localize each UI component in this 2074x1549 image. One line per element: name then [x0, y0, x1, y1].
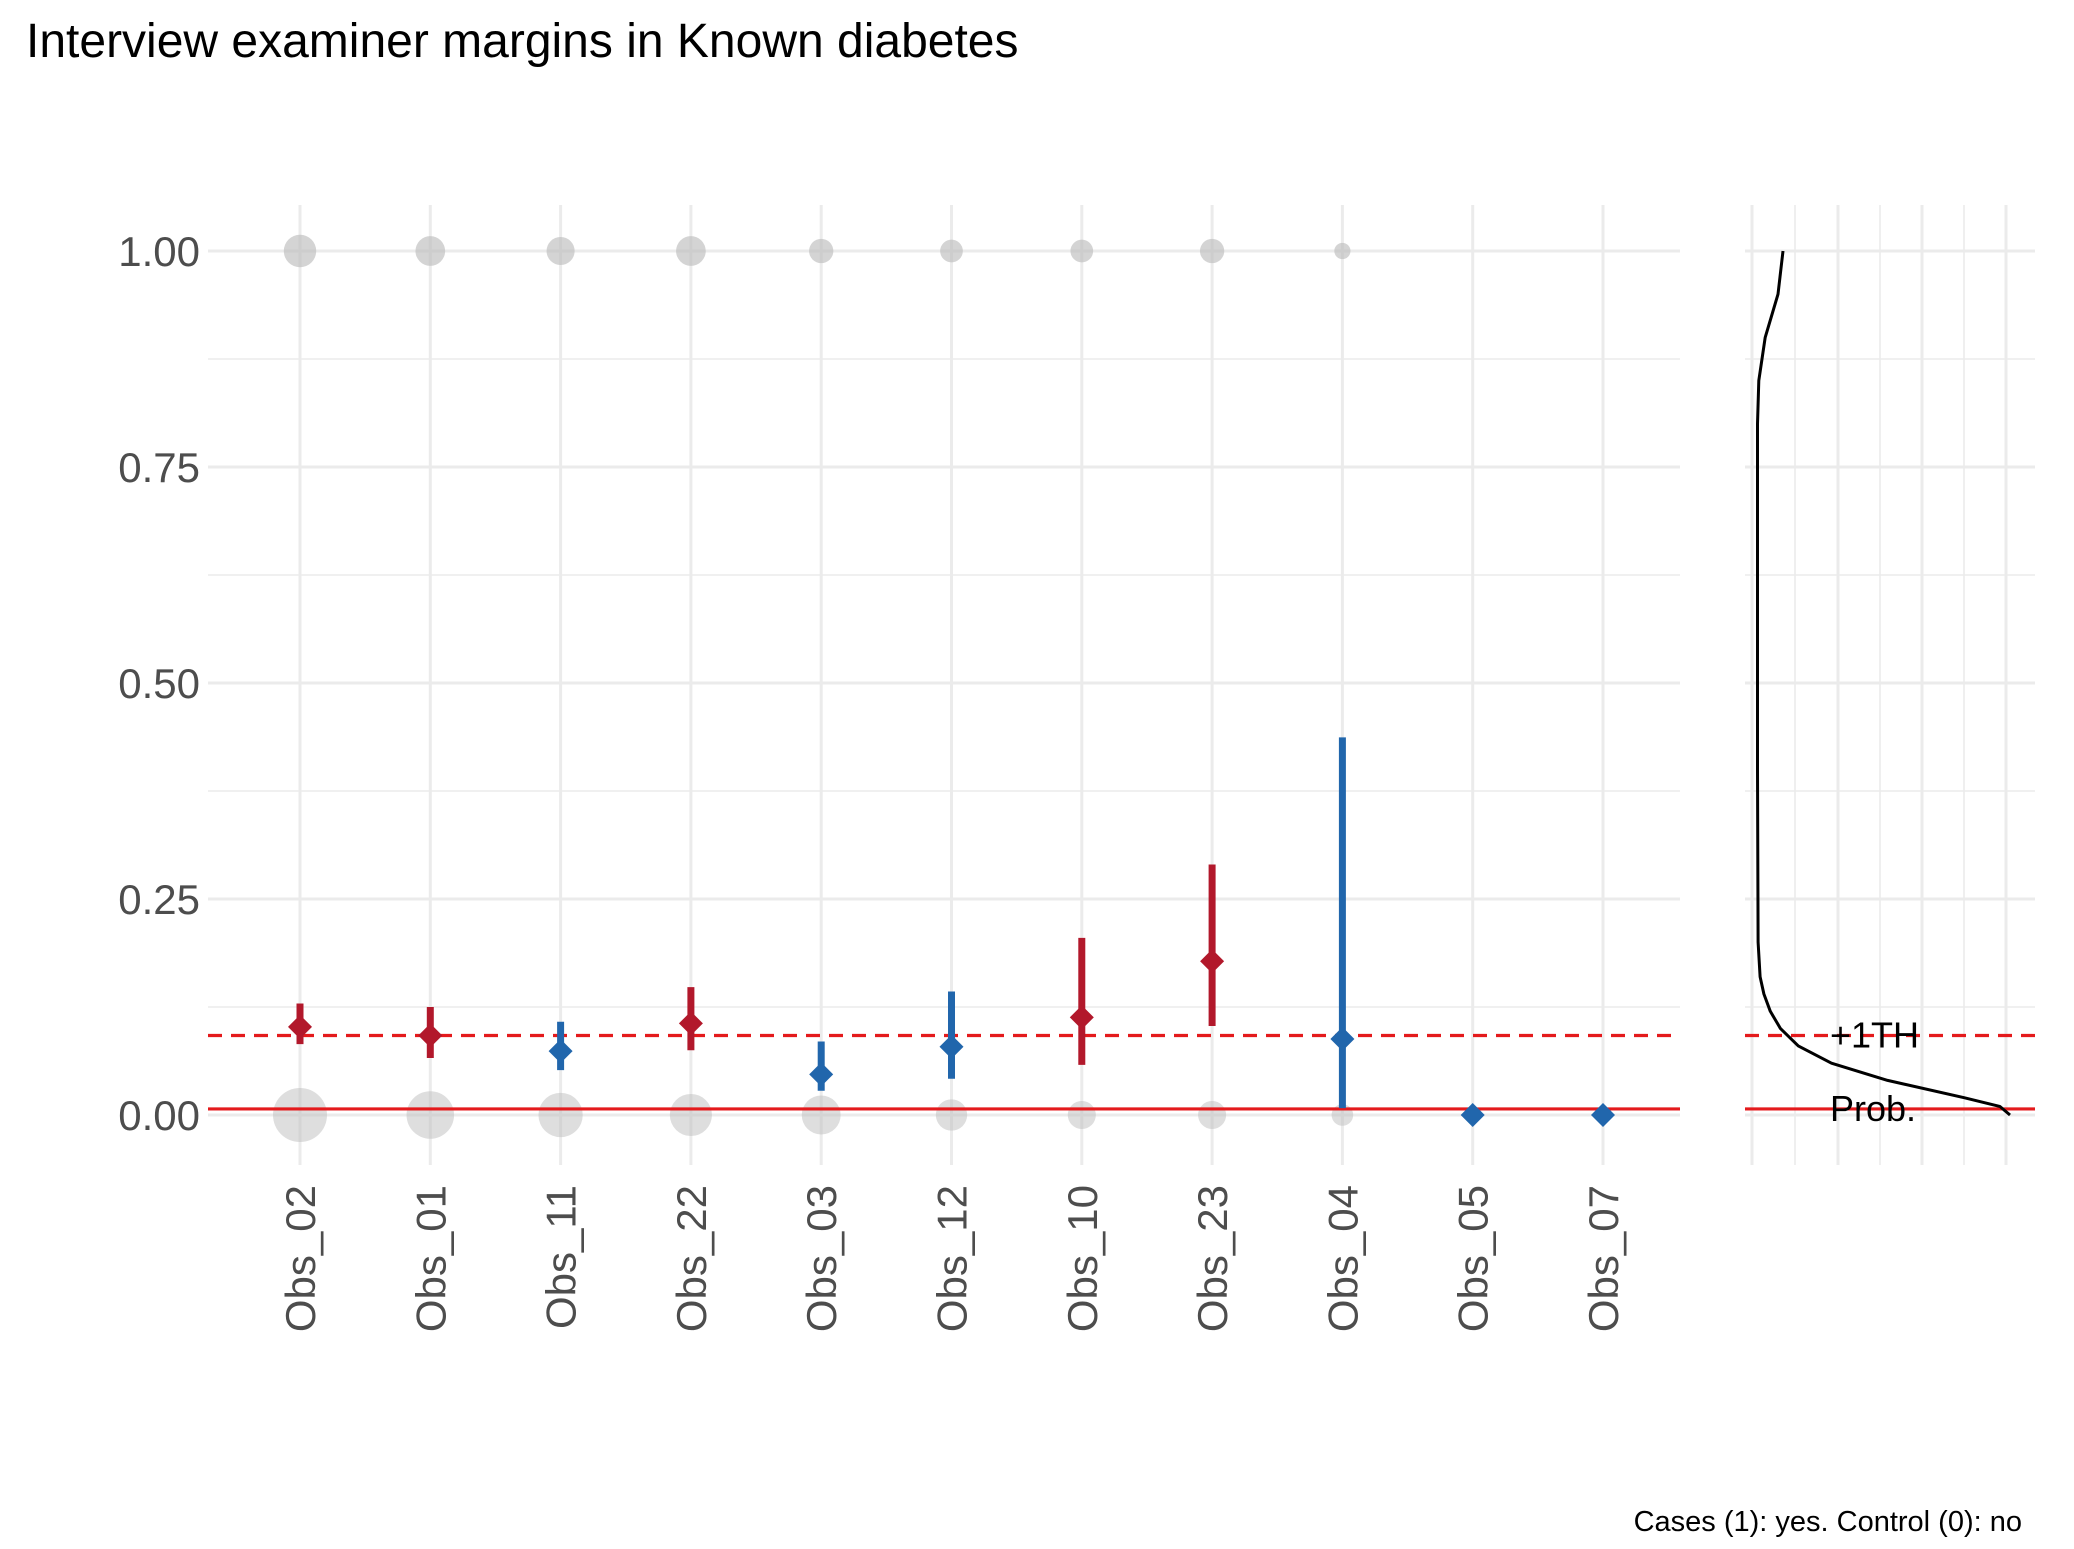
observed-case-point: [809, 238, 834, 264]
y-axis-ticks: 0.00 0.25 0.50 0.75 1.00: [118, 228, 200, 1139]
observed-control-point: [273, 1088, 327, 1142]
y-tick-label: 0.00: [118, 1092, 200, 1139]
observed-case-point: [283, 234, 317, 268]
x-tick-label: Obs_23: [1189, 1185, 1236, 1332]
observed-control-point: [406, 1091, 455, 1139]
estimate-point: [288, 1014, 312, 1039]
observed-case-point: [415, 236, 446, 266]
x-tick-label: Obs_10: [1059, 1185, 1106, 1332]
density-panel-grid: [1745, 205, 2035, 1165]
x-tick-label: Obs_05: [1450, 1185, 1497, 1332]
estimate-point: [1069, 1005, 1094, 1030]
observed-control-point: [1067, 1100, 1096, 1130]
x-tick-label: Obs_07: [1580, 1185, 1627, 1332]
observed-control-point: [935, 1099, 968, 1131]
estimate-point: [678, 1011, 703, 1036]
x-tick-label: Obs_11: [538, 1185, 585, 1329]
observed-case-point: [676, 236, 706, 266]
observed-points: [273, 234, 1354, 1142]
x-tick-label: Obs_03: [798, 1185, 845, 1332]
y-tick-label: 0.75: [118, 444, 200, 491]
estimate-point: [1460, 1103, 1485, 1127]
y-tick-label: 0.50: [118, 660, 200, 707]
observed-control-point: [801, 1095, 841, 1135]
estimate-point: [1591, 1103, 1615, 1127]
observed-case-point: [1199, 238, 1225, 264]
estimate-point: [939, 1034, 964, 1059]
x-tick-label: Obs_22: [668, 1185, 715, 1332]
chart-caption: Cases (1): yes. Control (0): no: [1633, 1506, 2022, 1538]
observed-case-point: [1334, 242, 1351, 260]
estimate-point: [548, 1039, 573, 1064]
x-axis-ticks: Obs_02 Obs_01 Obs_11 Obs_22 Obs_03 Obs_12 Obs_…: [277, 1185, 1627, 1332]
density-panel: Prob. +1TH: [1756, 250, 2011, 1129]
observed-control-point: [1198, 1100, 1227, 1130]
observed-case-point: [940, 239, 963, 263]
x-tick-label: Obs_01: [407, 1185, 454, 1332]
probability-label: Prob.: [1830, 1088, 1916, 1129]
reference-lines: [208, 1033, 2035, 1111]
x-tick-label: Obs_02: [277, 1185, 324, 1332]
chart-title: Interview examiner margins in Known diab…: [26, 15, 1019, 68]
x-tick-label: Obs_12: [929, 1185, 976, 1332]
x-tick-label: Obs_04: [1319, 1185, 1366, 1332]
y-tick-label: 0.25: [118, 876, 200, 923]
estimate-point: [418, 1023, 443, 1048]
observed-control-point: [669, 1093, 712, 1137]
y-tick-label: 1.00: [118, 228, 200, 275]
observed-case-point: [546, 236, 575, 266]
estimate-point: [1200, 949, 1225, 974]
density-curve: [1756, 250, 2011, 1117]
threshold-label: +1TH: [1830, 1015, 1919, 1056]
observed-case-point: [1070, 239, 1094, 263]
estimate-point: [1330, 1026, 1355, 1051]
estimate-point: [809, 1062, 834, 1087]
observed-control-point: [538, 1092, 583, 1138]
estimate-ranges: [288, 737, 1615, 1127]
